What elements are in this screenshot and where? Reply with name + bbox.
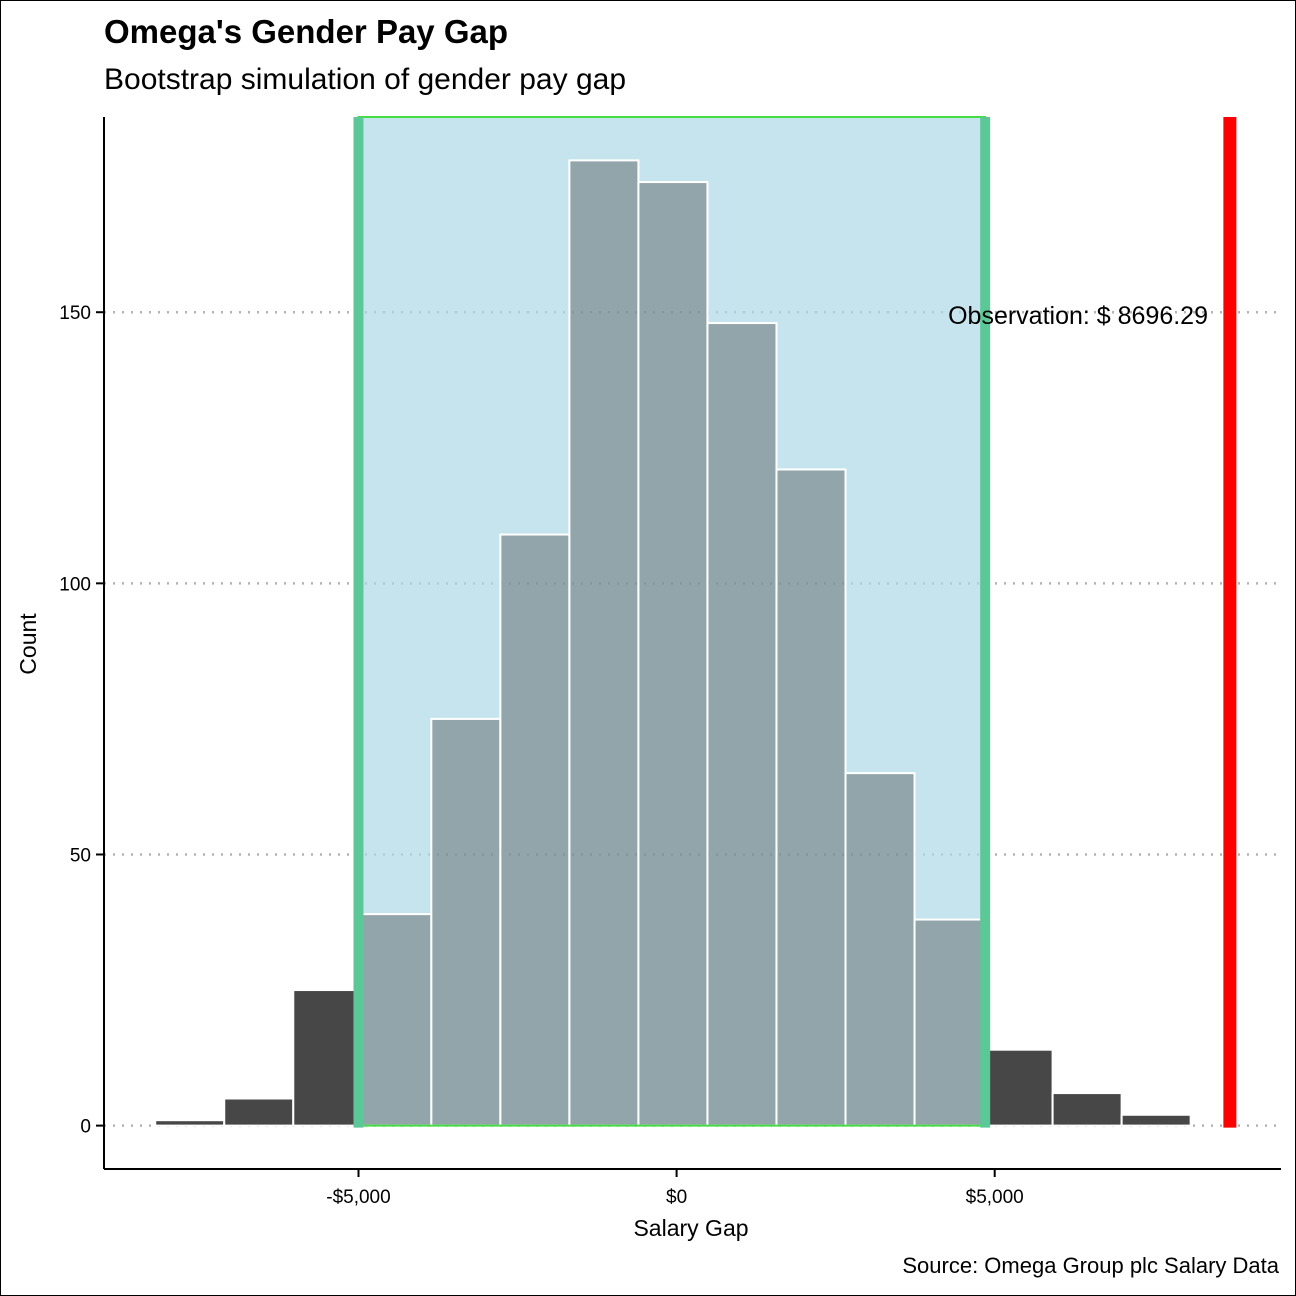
confidence-interval-band xyxy=(358,117,986,1126)
x-tick-label: $5,000 xyxy=(966,1187,1024,1208)
chart-title: Omega's Gender Pay Gap xyxy=(104,13,509,50)
ci-upper-bound-line xyxy=(980,117,991,1128)
histogram-bar xyxy=(361,913,433,1127)
y-tick-label: 0 xyxy=(80,1117,91,1138)
y-axis-label: Count xyxy=(15,613,41,675)
histogram-bar xyxy=(775,468,847,1127)
chart-subtitle: Bootstrap simulation of gender pay gap xyxy=(104,63,626,96)
histogram-bar xyxy=(1120,1113,1192,1127)
x-tick-label: $0 xyxy=(666,1187,687,1208)
x-tick-label: -$5,000 xyxy=(326,1187,390,1208)
histogram-bar xyxy=(568,159,640,1127)
observation-layer xyxy=(1223,117,1237,1128)
histogram-bar xyxy=(982,1048,1054,1127)
histogram-bar xyxy=(844,772,916,1127)
ci-fill-layer xyxy=(358,117,986,1126)
y-tick-label: 50 xyxy=(70,845,91,866)
bars-layer xyxy=(154,159,1192,1127)
histogram-bar xyxy=(1051,1092,1123,1127)
histogram-bar xyxy=(292,989,364,1127)
y-tick-label: 150 xyxy=(59,303,91,324)
histogram-bar xyxy=(223,1097,295,1127)
observation-line xyxy=(1223,117,1237,1128)
x-axis-label: Salary Gap xyxy=(633,1215,748,1241)
histogram-bar xyxy=(499,533,571,1127)
histogram-bar xyxy=(913,918,985,1127)
y-tick-label: 100 xyxy=(59,574,91,595)
ci-lower-bound-line xyxy=(353,117,364,1128)
histogram-bar xyxy=(706,322,778,1127)
chart-caption: Source: Omega Group plc Salary Data xyxy=(902,1253,1279,1278)
histogram-bar xyxy=(154,1119,226,1127)
ci-border-layer xyxy=(353,116,991,1128)
observation-label: Observation: $ 8696.29 xyxy=(948,302,1208,330)
axes-layer: 0 50 100 150 -$5,000 $0 $5,000 xyxy=(59,117,1281,1208)
histogram-bar xyxy=(430,717,502,1127)
histogram-bar xyxy=(637,181,709,1127)
